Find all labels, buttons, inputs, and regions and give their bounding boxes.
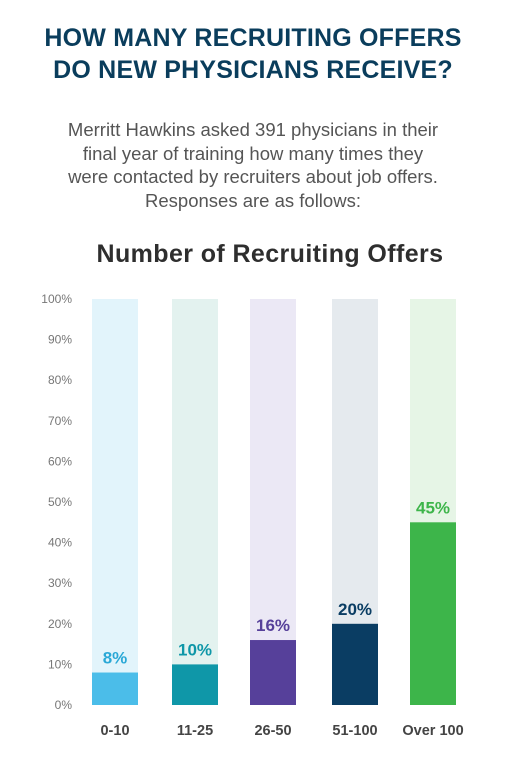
- chart-title: Number of Recruiting Offers: [96, 240, 444, 268]
- x-category-label: 51-100: [332, 723, 377, 739]
- intro-line-4: Responses are as follows:: [145, 189, 361, 211]
- y-tick-label: 20%: [48, 617, 72, 631]
- y-tick-label: 40%: [48, 536, 72, 550]
- intro-line-3: were contacted by recruiters about job o…: [68, 166, 438, 187]
- y-tick-label: 30%: [48, 576, 72, 590]
- bar: [332, 623, 378, 705]
- bar-value-label: 10%: [178, 640, 212, 659]
- intro-text: Merritt Hawkins asked 391 physicians in …: [0, 118, 506, 212]
- bar-value-label: 8%: [103, 649, 128, 668]
- bar-track: [250, 299, 296, 705]
- x-category-label: Over 100: [402, 723, 463, 739]
- bar: [92, 672, 138, 705]
- y-tick-label: 50%: [48, 495, 72, 509]
- x-category-label: 11-25: [177, 723, 213, 739]
- y-tick-label: 80%: [48, 373, 72, 387]
- bar: [172, 664, 218, 705]
- y-tick-label: 70%: [48, 414, 72, 428]
- y-tick-label: 90%: [48, 333, 72, 347]
- bar: [250, 640, 296, 705]
- headline: HOW MANY RECRUITING OFFERS DO NEW PHYSIC…: [0, 22, 506, 86]
- bar-track: [172, 299, 218, 705]
- bar-track: [92, 299, 138, 705]
- intro-line-2: final year of training how many times th…: [82, 142, 424, 164]
- y-tick-label: 60%: [48, 454, 72, 468]
- intro-line-1: Merritt Hawkins asked 391 physicians in …: [67, 119, 439, 140]
- bar-value-label: 45%: [416, 498, 450, 517]
- y-tick-label: 0%: [55, 698, 73, 712]
- x-category-label: 26-50: [254, 723, 291, 739]
- bar-value-label: 20%: [338, 600, 372, 619]
- headline-line-2: DO NEW PHYSICIANS RECEIVE?: [53, 56, 453, 84]
- y-tick-label: 100%: [41, 292, 72, 306]
- x-category-label: 0-10: [100, 723, 129, 739]
- headline-line-1: HOW MANY RECRUITING OFFERS: [44, 24, 462, 52]
- y-tick-label: 10%: [48, 657, 72, 671]
- bar: [410, 522, 456, 705]
- bar-value-label: 16%: [256, 616, 290, 635]
